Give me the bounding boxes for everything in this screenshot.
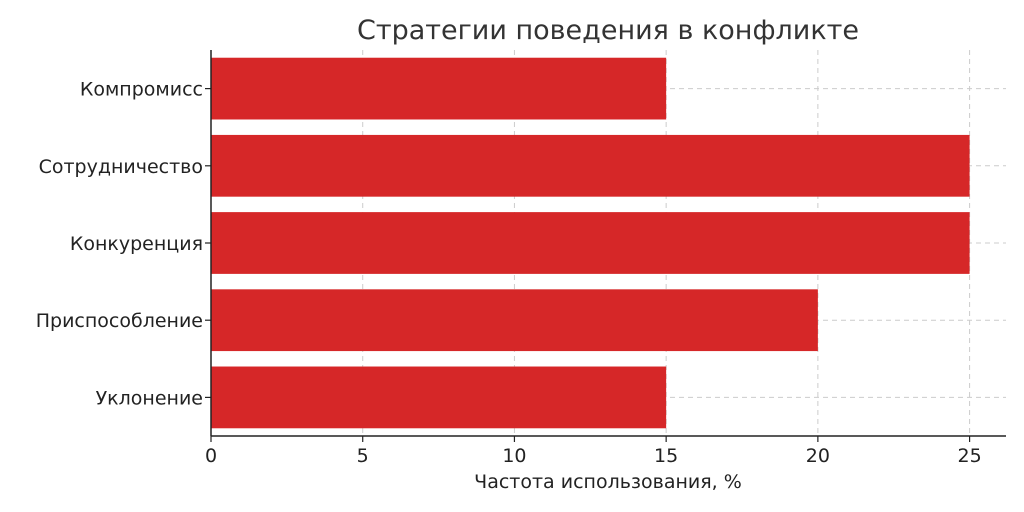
bar — [211, 212, 970, 274]
x-tick-label: 5 — [357, 445, 369, 467]
chart-title: Стратегии поведения в конфликте — [357, 15, 859, 46]
category-label: Уклонение — [96, 387, 203, 409]
bar — [211, 57, 667, 120]
category-label: Приспособление — [36, 310, 203, 332]
category-label: Компромисс — [80, 79, 203, 101]
x-tick-label: 20 — [806, 445, 830, 467]
x-tick-label: 15 — [654, 445, 678, 467]
bar — [211, 134, 970, 197]
bar — [211, 366, 667, 429]
x-tick-label: 0 — [205, 445, 217, 467]
x-tick-label: 25 — [957, 445, 981, 467]
bar — [211, 289, 818, 352]
x-ticks: 0 5 10 15 20 25 — [205, 436, 982, 467]
y-categories: Компромисс Сотрудничество Конкуренция Присп… — [36, 79, 211, 409]
x-axis-label: Частота использования, % — [474, 471, 742, 493]
x-tick-label: 10 — [502, 445, 526, 467]
category-label: Конкуренция — [70, 233, 203, 255]
bars — [211, 57, 970, 429]
category-label: Сотрудничество — [39, 156, 203, 178]
